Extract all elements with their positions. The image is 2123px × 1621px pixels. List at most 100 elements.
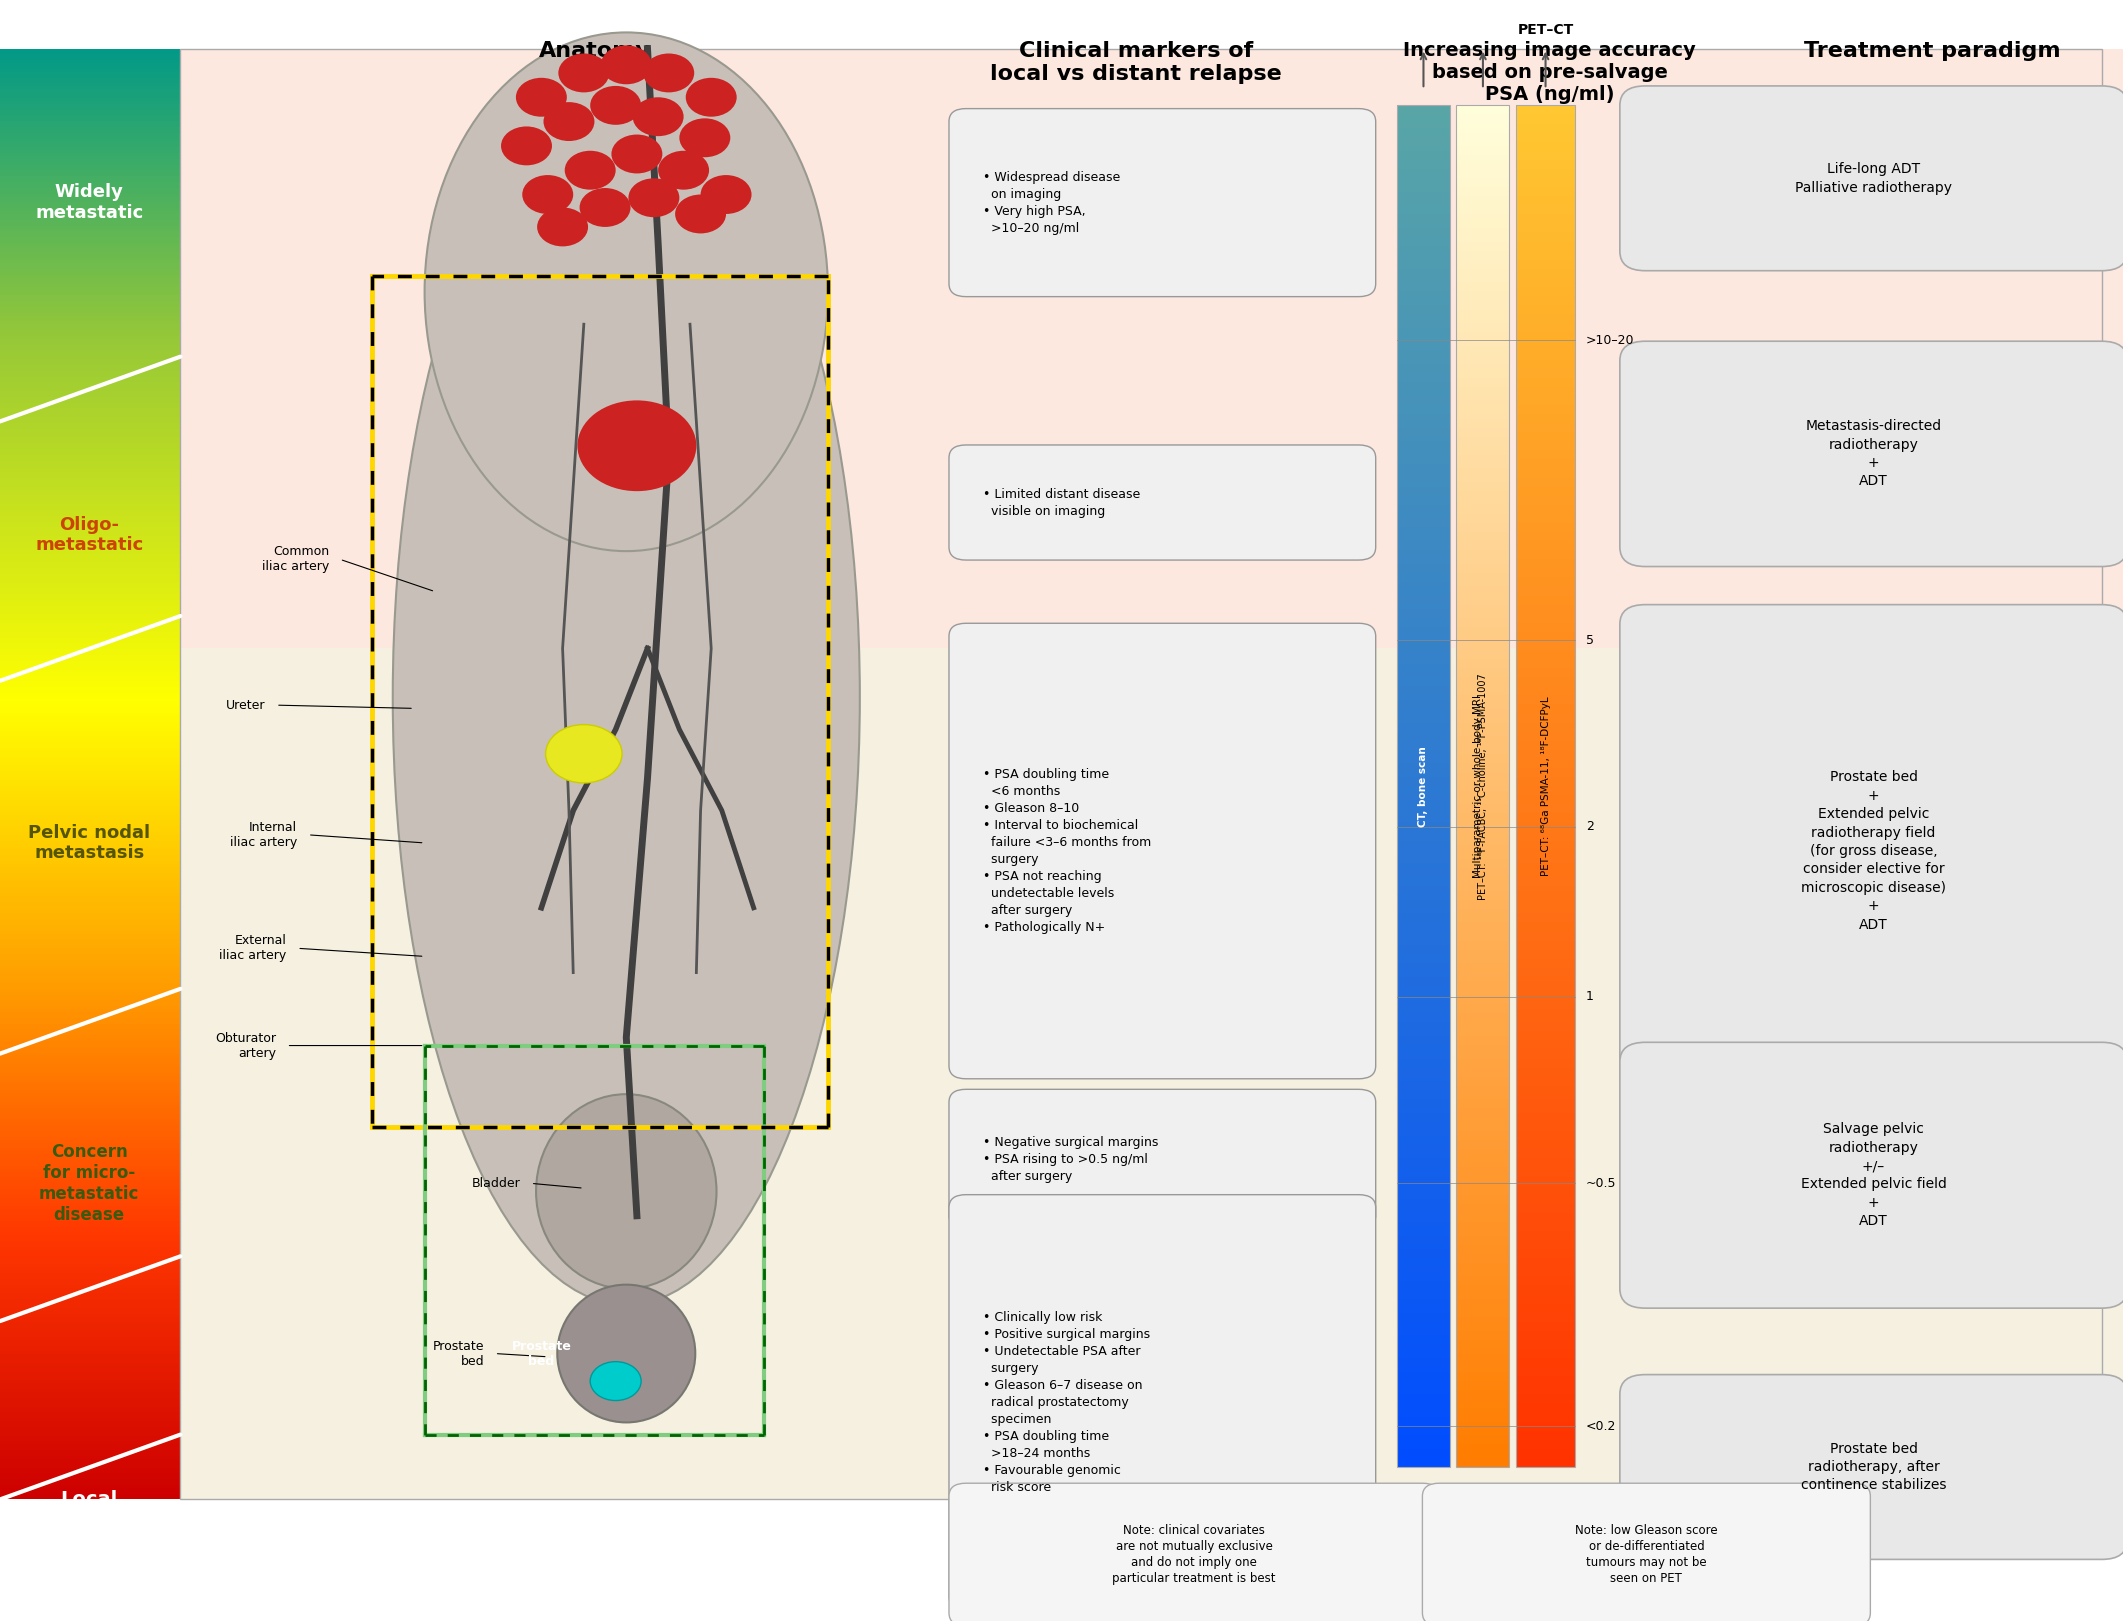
Bar [1456, 736, 1509, 741]
Bar [0, 292, 180, 295]
Bar [1456, 1217, 1509, 1222]
Bar [1397, 736, 1450, 741]
Bar [1456, 378, 1509, 383]
Bar [1397, 105, 1450, 1467]
Bar [1397, 940, 1450, 945]
Bar [1397, 501, 1450, 504]
Bar [1516, 1349, 1575, 1354]
Bar [1516, 932, 1575, 935]
Bar [1456, 718, 1509, 723]
Bar [1516, 1422, 1575, 1426]
Bar [1456, 932, 1509, 935]
Bar [1397, 287, 1450, 292]
Bar [0, 1294, 180, 1297]
Bar [1516, 350, 1575, 355]
Bar [0, 332, 180, 336]
Circle shape [501, 126, 552, 165]
Bar [0, 240, 180, 243]
Bar [0, 449, 180, 452]
Bar [0, 1122, 180, 1125]
Bar [1456, 259, 1509, 264]
Bar [0, 1462, 180, 1465]
Bar [0, 1026, 180, 1029]
Bar [0, 1331, 180, 1334]
Bar [0, 1375, 180, 1378]
Bar [1397, 1071, 1450, 1076]
Bar [1456, 713, 1509, 718]
Circle shape [686, 78, 737, 117]
FancyBboxPatch shape [1620, 605, 2123, 1097]
Bar [1456, 319, 1509, 323]
Bar [1397, 350, 1450, 355]
Bar [1516, 841, 1575, 845]
Bar [0, 426, 180, 428]
Bar [1397, 110, 1450, 115]
Bar [1397, 1013, 1450, 1018]
Bar [1456, 287, 1509, 292]
Bar [0, 229, 180, 232]
Bar [1516, 728, 1575, 731]
Bar [1456, 1140, 1509, 1144]
FancyBboxPatch shape [1422, 1483, 1870, 1621]
Bar [1456, 640, 1509, 645]
Bar [0, 1012, 180, 1015]
Bar [1516, 1213, 1575, 1217]
Bar [0, 1230, 180, 1232]
Bar [0, 981, 180, 982]
Bar [0, 585, 180, 588]
Bar [0, 632, 180, 635]
Bar [1397, 955, 1450, 958]
Circle shape [590, 1362, 641, 1401]
Bar [0, 603, 180, 606]
Bar [1456, 1253, 1509, 1258]
Bar [1516, 496, 1575, 501]
Bar [0, 725, 180, 728]
Bar [1456, 917, 1509, 922]
Bar [1516, 1154, 1575, 1159]
Bar [1456, 705, 1509, 708]
Bar [1397, 527, 1450, 532]
Bar [0, 1253, 180, 1256]
Bar [0, 1217, 180, 1221]
Bar [0, 637, 180, 640]
Bar [180, 648, 2123, 1499]
Bar [1456, 387, 1509, 391]
Bar [1456, 1454, 1509, 1457]
Bar [0, 746, 180, 747]
Text: Prostate bed
radiotherapy, after
continence stabilizes: Prostate bed radiotherapy, after contine… [1800, 1441, 1947, 1493]
Bar [0, 896, 180, 898]
Bar [0, 580, 180, 582]
Bar [1516, 1230, 1575, 1235]
Bar [1397, 632, 1450, 637]
Bar [0, 968, 180, 971]
Bar [0, 971, 180, 974]
Bar [0, 1000, 180, 1003]
Bar [0, 901, 180, 905]
Circle shape [543, 102, 594, 141]
Bar [1397, 718, 1450, 723]
Bar [1516, 387, 1575, 391]
Bar [1516, 905, 1575, 909]
Bar [0, 858, 180, 861]
Bar [1516, 569, 1575, 572]
Text: Note: low Gleason score
or de-differentiated
tumours may not be
seen on PET: Note: low Gleason score or de-differenti… [1575, 1524, 1718, 1585]
Bar [1516, 822, 1575, 827]
Text: Concern
for micro-
metastatic
disease: Concern for micro- metastatic disease [38, 1143, 140, 1224]
Bar [1397, 1081, 1450, 1086]
Text: 1: 1 [1586, 990, 1594, 1003]
Bar [1456, 968, 1509, 973]
Bar [0, 870, 180, 872]
Bar [0, 1478, 180, 1482]
Bar [0, 650, 180, 652]
Bar [1397, 1023, 1450, 1026]
Bar [1456, 123, 1509, 128]
Bar [1397, 1426, 1450, 1431]
Bar [1516, 1389, 1575, 1394]
Bar [0, 567, 180, 571]
Circle shape [628, 178, 679, 217]
Bar [0, 1345, 180, 1349]
Bar [1397, 895, 1450, 900]
Bar [0, 507, 180, 511]
Bar [1397, 660, 1450, 663]
Bar [1516, 237, 1575, 242]
